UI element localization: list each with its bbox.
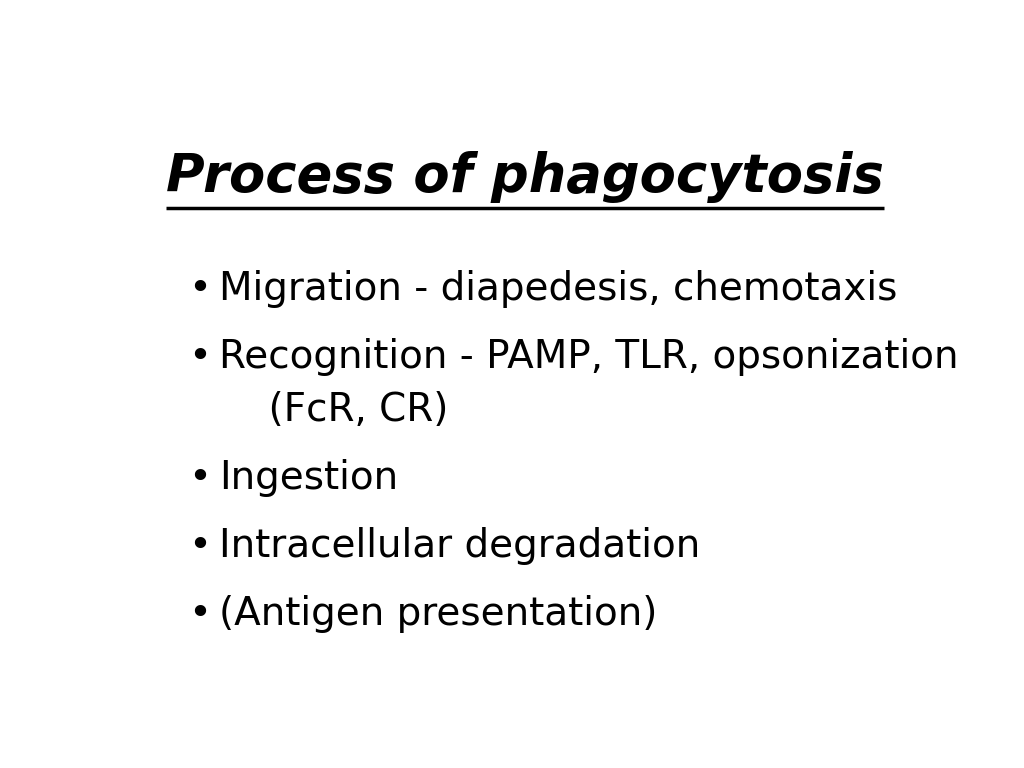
Text: Migration - diapedesis, chemotaxis: Migration - diapedesis, chemotaxis: [219, 270, 898, 307]
Text: •: •: [188, 595, 211, 633]
Text: (Antigen presentation): (Antigen presentation): [219, 595, 657, 633]
Text: •: •: [188, 270, 211, 307]
Text: •: •: [188, 338, 211, 376]
Text: Ingestion: Ingestion: [219, 458, 398, 497]
Text: Intracellular degradation: Intracellular degradation: [219, 527, 700, 564]
Text: •: •: [188, 458, 211, 497]
Text: Recognition - PAMP, TLR, opsonization: Recognition - PAMP, TLR, opsonization: [219, 338, 958, 376]
Text: •: •: [188, 527, 211, 564]
Text: Process of phagocytosis: Process of phagocytosis: [166, 151, 884, 204]
Text: (FcR, CR): (FcR, CR): [219, 391, 449, 429]
